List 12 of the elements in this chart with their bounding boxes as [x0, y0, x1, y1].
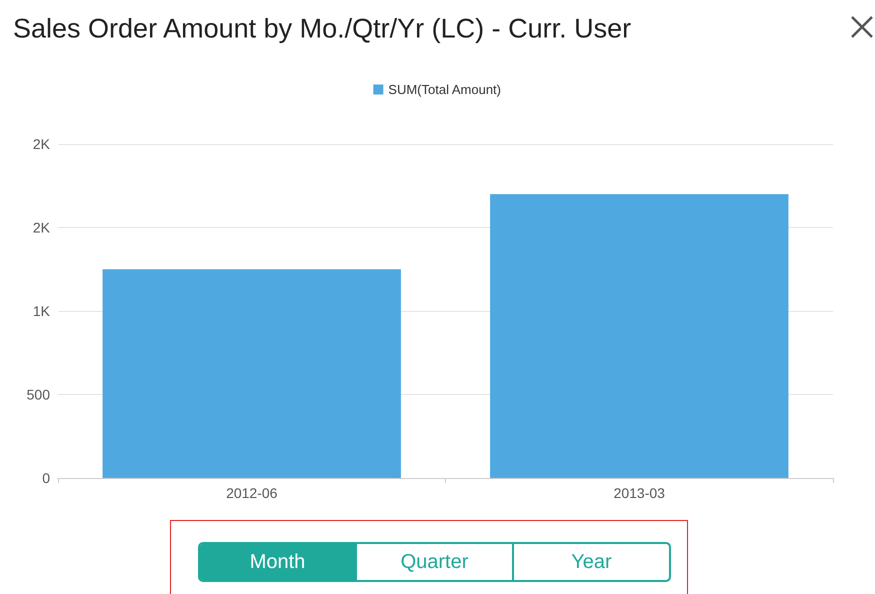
x-tick-label: 2012-06 [226, 485, 278, 501]
y-tick-label: 2K [32, 136, 51, 152]
y-tick-label: 500 [26, 386, 50, 402]
x-tick-label: 2013-03 [614, 485, 666, 501]
legend-label: SUM(Total Amount) [388, 82, 501, 97]
text: Year [512, 544, 669, 580]
y-tick-label: 1K [32, 303, 51, 319]
y-tick-label: 0 [42, 470, 50, 486]
text: Month [200, 544, 355, 580]
text: Quarter [355, 544, 512, 580]
y-tick-label: 2K [32, 220, 51, 236]
chart-title: Sales Order Amount by Mo./Qtr/Yr (LC) - Curr. User [13, 14, 632, 44]
